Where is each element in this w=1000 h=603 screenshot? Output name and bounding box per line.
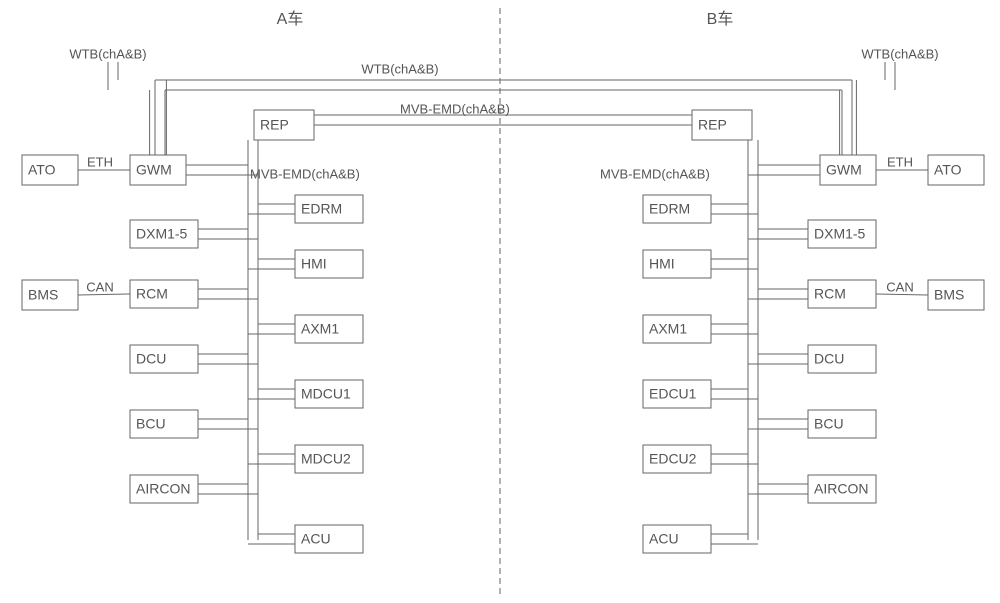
left-c1-3-label: BCU — [136, 416, 166, 432]
left-c1-2-label: DCU — [136, 351, 166, 367]
left-c2-3-label: MDCU1 — [301, 386, 351, 402]
mvb-top-label: MVB-EMD(chA&B) — [400, 101, 510, 116]
right-c1-1-label: RCM — [814, 286, 846, 302]
right-c1-0-label: DXM1-5 — [814, 226, 866, 242]
right-mvb-label: MVB-EMD(chA&B) — [600, 166, 710, 181]
right-gwm-label: GWM — [826, 162, 862, 178]
left-c1-0-label: DXM1-5 — [136, 226, 188, 242]
left-c2-1-label: HMI — [301, 256, 327, 272]
right-can-label: CAN — [886, 279, 913, 294]
left-eth-label: ETH — [87, 154, 113, 169]
left-c1-1-label: RCM — [136, 286, 168, 302]
wtb-label: WTB(chA&B) — [361, 61, 438, 76]
left-c2-5-label: ACU — [301, 531, 331, 547]
left-rep-label: REP — [260, 117, 289, 133]
right-rep-label: REP — [698, 117, 727, 133]
right-c2-4-label: EDCU2 — [649, 451, 697, 467]
right-c1-2-label: DCU — [814, 351, 844, 367]
right-c1-3-label: BCU — [814, 416, 844, 432]
right-c2-0-label: EDRM — [649, 201, 690, 217]
left-c2-4-label: MDCU2 — [301, 451, 351, 467]
left-c2-0-label: EDRM — [301, 201, 342, 217]
right-ato-label: ATO — [934, 162, 962, 178]
left-bms-label: BMS — [28, 287, 58, 303]
wtb-right-label: WTB(chA&B) — [861, 46, 938, 61]
right-c1-4-label: AIRCON — [814, 481, 868, 497]
right-c2-1-label: HMI — [649, 256, 675, 272]
left-gwm-label: GWM — [136, 162, 172, 178]
left-c1-4-label: AIRCON — [136, 481, 190, 497]
title-left: A车 — [277, 10, 304, 28]
right-bms-label: BMS — [934, 287, 964, 303]
left-can-label: CAN — [86, 279, 113, 294]
right-c2-3-label: EDCU1 — [649, 386, 697, 402]
left-mvb-label: MVB-EMD(chA&B) — [250, 166, 360, 181]
left-ato-label: ATO — [28, 162, 56, 178]
right-eth-label: ETH — [887, 154, 913, 169]
wtb-left-label: WTB(chA&B) — [69, 46, 146, 61]
left-c2-2-label: AXM1 — [301, 321, 339, 337]
right-c2-2-label: AXM1 — [649, 321, 687, 337]
network-diagram: A车 B车 WTB(chA&B) WTB(chA&B) WTB(chA&B) MVB-EM… — [0, 0, 1000, 603]
title-right: B车 — [707, 10, 734, 28]
right-c2-5-label: ACU — [649, 531, 679, 547]
